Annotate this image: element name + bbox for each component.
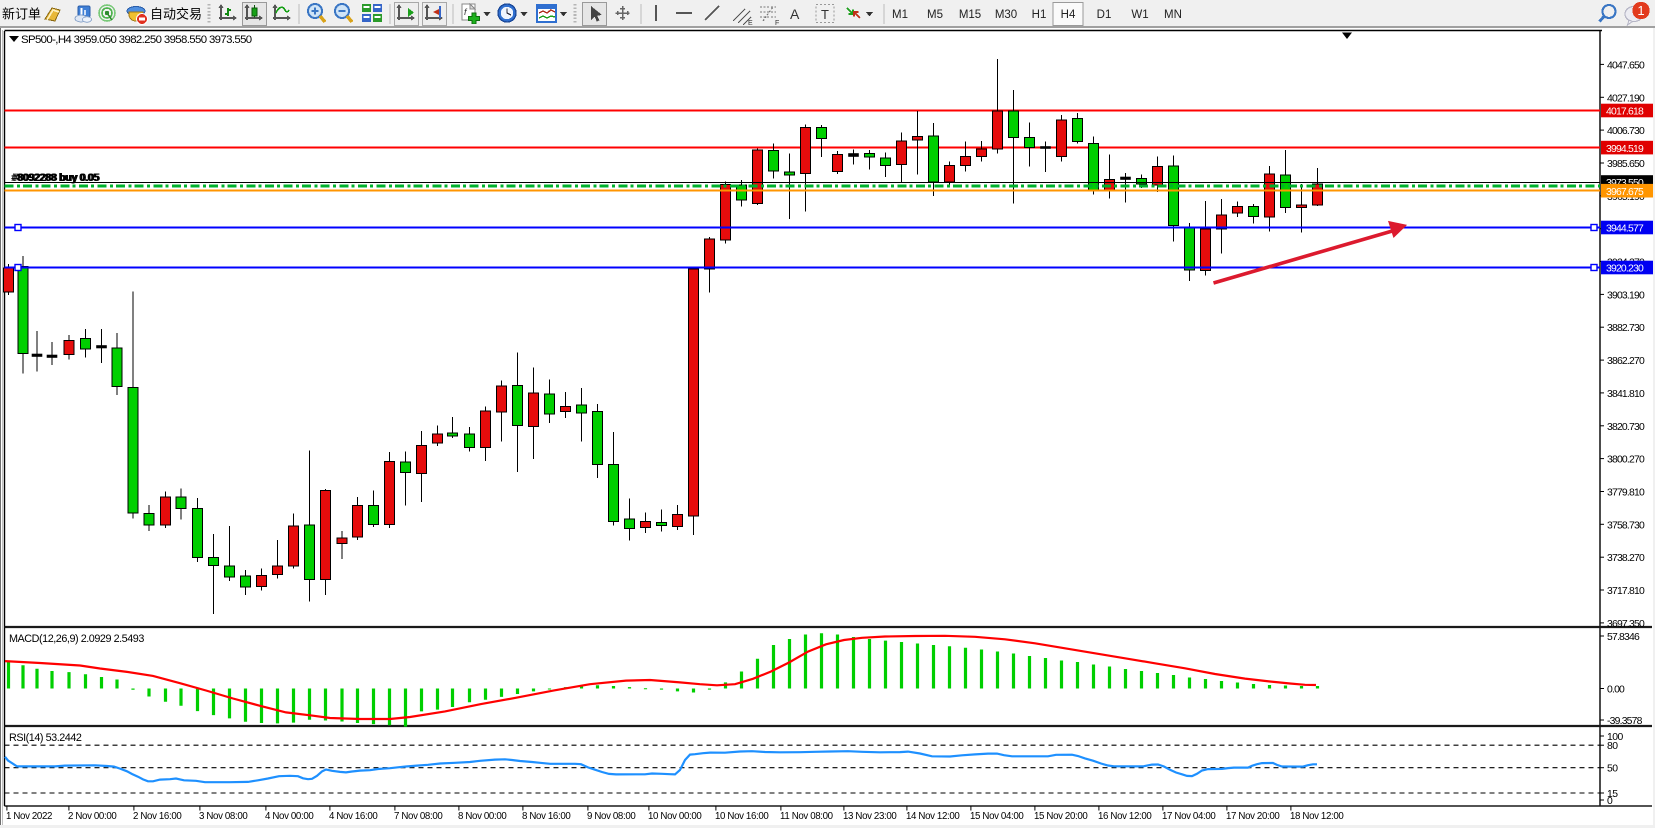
svg-text:3920.230: 3920.230 bbox=[1606, 264, 1644, 275]
svg-text:3994.519: 3994.519 bbox=[1606, 144, 1644, 155]
svg-text:10 Nov 00:00: 10 Nov 00:00 bbox=[648, 811, 702, 822]
svg-text:15 Nov 20:00: 15 Nov 20:00 bbox=[1034, 811, 1088, 822]
svg-text:T: T bbox=[821, 7, 829, 22]
svg-text:3862.270: 3862.270 bbox=[1607, 356, 1645, 367]
svg-text:3738.270: 3738.270 bbox=[1607, 553, 1645, 564]
svg-text:9 Nov 08:00: 9 Nov 08:00 bbox=[587, 811, 636, 822]
svg-text:1: 1 bbox=[1637, 3, 1644, 18]
svg-text:3882.730: 3882.730 bbox=[1607, 323, 1645, 334]
svg-text:80: 80 bbox=[1607, 741, 1618, 752]
svg-text:8 Nov 00:00: 8 Nov 00:00 bbox=[458, 811, 507, 822]
svg-text:3717.810: 3717.810 bbox=[1607, 586, 1645, 597]
svg-text:4027.190: 4027.190 bbox=[1607, 93, 1645, 104]
svg-text:F: F bbox=[775, 20, 779, 27]
svg-text:3985.650: 3985.650 bbox=[1607, 159, 1645, 170]
svg-text:8 Nov 16:00: 8 Nov 16:00 bbox=[522, 811, 571, 822]
svg-text:3841.810: 3841.810 bbox=[1607, 389, 1645, 400]
svg-text:4017.618: 4017.618 bbox=[1606, 107, 1644, 118]
svg-text:M30: M30 bbox=[995, 9, 1017, 21]
svg-text:13 Nov 23:00: 13 Nov 23:00 bbox=[843, 811, 897, 822]
svg-text:100: 100 bbox=[1607, 732, 1624, 743]
svg-text:3 Nov 08:00: 3 Nov 08:00 bbox=[199, 811, 248, 822]
svg-text:16 Nov 12:00: 16 Nov 12:00 bbox=[1098, 811, 1152, 822]
svg-text:11 Nov 08:00: 11 Nov 08:00 bbox=[780, 811, 834, 822]
svg-text:10 Nov 16:00: 10 Nov 16:00 bbox=[715, 811, 769, 822]
svg-text:M1: M1 bbox=[892, 9, 908, 21]
svg-text:17 Nov 04:00: 17 Nov 04:00 bbox=[1162, 811, 1216, 822]
svg-text:4047.650: 4047.650 bbox=[1607, 60, 1645, 71]
svg-text:SP500-,H4 3959.050 3982.250 3: SP500-,H4 3959.050 3982.250 3958.550 397… bbox=[21, 34, 252, 46]
svg-text:2 Nov 00:00: 2 Nov 00:00 bbox=[68, 811, 117, 822]
svg-text:H4: H4 bbox=[1061, 9, 1076, 21]
svg-text:D1: D1 bbox=[1097, 9, 1112, 21]
svg-text:3800.270: 3800.270 bbox=[1607, 455, 1645, 466]
svg-text:H1: H1 bbox=[1032, 9, 1047, 21]
svg-text:7 Nov 08:00: 7 Nov 08:00 bbox=[394, 811, 443, 822]
svg-text:15 Nov 04:00: 15 Nov 04:00 bbox=[970, 811, 1024, 822]
svg-text:4 Nov 16:00: 4 Nov 16:00 bbox=[329, 811, 378, 822]
svg-text:-39.3578: -39.3578 bbox=[1607, 716, 1643, 727]
svg-text:0: 0 bbox=[1607, 796, 1613, 807]
svg-text:57.8346: 57.8346 bbox=[1607, 632, 1640, 643]
svg-text:3903.190: 3903.190 bbox=[1607, 290, 1645, 301]
svg-text:E: E bbox=[748, 20, 753, 27]
svg-text:新订单: 新订单 bbox=[2, 7, 41, 22]
svg-text:14 Nov 12:00: 14 Nov 12:00 bbox=[906, 811, 960, 822]
svg-text:4006.730: 4006.730 bbox=[1607, 126, 1645, 137]
svg-text:A: A bbox=[790, 6, 800, 22]
svg-text:RSI(14) 53.2442: RSI(14) 53.2442 bbox=[9, 732, 82, 744]
svg-text:f: f bbox=[464, 7, 468, 17]
svg-text:3973.550: 3973.550 bbox=[1606, 178, 1644, 189]
svg-text:3967.675: 3967.675 bbox=[1606, 187, 1644, 198]
svg-text:MN: MN bbox=[1164, 9, 1182, 21]
svg-text:3779.810: 3779.810 bbox=[1607, 488, 1645, 499]
svg-text:4 Nov 00:00: 4 Nov 00:00 bbox=[265, 811, 314, 822]
svg-text:1 Nov 2022: 1 Nov 2022 bbox=[6, 811, 52, 822]
svg-text:3758.730: 3758.730 bbox=[1607, 520, 1645, 531]
svg-text:17 Nov 20:00: 17 Nov 20:00 bbox=[1226, 811, 1280, 822]
svg-text:W1: W1 bbox=[1131, 9, 1148, 21]
svg-text:0.00: 0.00 bbox=[1607, 685, 1625, 696]
svg-text:自动交易: 自动交易 bbox=[150, 7, 202, 22]
svg-text:#8092288 buy 0.05: #8092288 buy 0.05 bbox=[11, 172, 99, 184]
svg-text:2 Nov 16:00: 2 Nov 16:00 bbox=[133, 811, 182, 822]
svg-text:MACD(12,26,9) 2.0929 2.5493: MACD(12,26,9) 2.0929 2.5493 bbox=[9, 633, 144, 645]
svg-text:3944.577: 3944.577 bbox=[1606, 224, 1644, 235]
svg-text:50: 50 bbox=[1607, 764, 1618, 775]
svg-text:15: 15 bbox=[1607, 789, 1618, 800]
svg-text:3697.350: 3697.350 bbox=[1607, 619, 1645, 630]
svg-text:3820.730: 3820.730 bbox=[1607, 422, 1645, 433]
svg-text:18 Nov 12:00: 18 Nov 12:00 bbox=[1290, 811, 1344, 822]
svg-text:M15: M15 bbox=[959, 9, 981, 21]
svg-text:#8092288 buy 0.05: #8092288 buy 0.05 bbox=[12, 172, 100, 184]
svg-text:M5: M5 bbox=[927, 9, 943, 21]
